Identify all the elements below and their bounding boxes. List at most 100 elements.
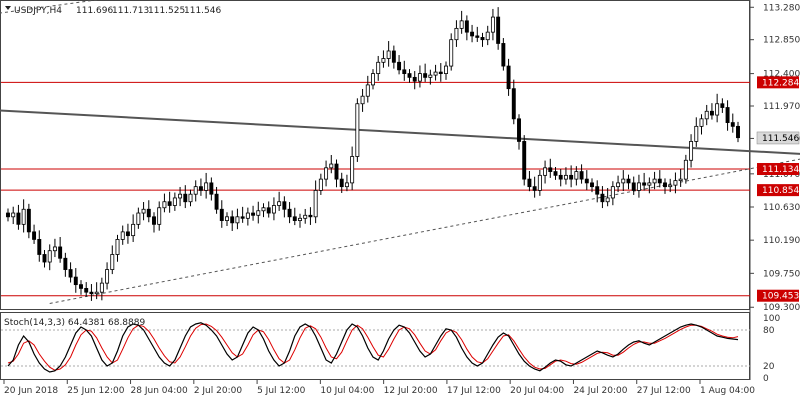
candle[interactable]: [334, 159, 339, 188]
candle[interactable]: [63, 252, 68, 277]
candle[interactable]: [136, 207, 141, 229]
candle[interactable]: [245, 207, 250, 226]
candle[interactable]: [214, 186, 219, 214]
candle[interactable]: [433, 64, 438, 81]
candle[interactable]: [454, 20, 459, 47]
candle[interactable]: [381, 50, 386, 68]
candle[interactable]: [188, 189, 193, 207]
candle[interactable]: [37, 230, 42, 262]
candle[interactable]: [339, 172, 344, 193]
candle[interactable]: [694, 117, 699, 147]
candle[interactable]: [350, 146, 355, 191]
candle[interactable]: [417, 65, 422, 88]
candle[interactable]: [412, 71, 417, 90]
candle[interactable]: [563, 167, 568, 185]
candle[interactable]: [558, 169, 563, 187]
candle[interactable]: [209, 177, 214, 201]
candle[interactable]: [642, 172, 647, 191]
candle[interactable]: [21, 199, 26, 233]
candle[interactable]: [292, 207, 297, 226]
candle[interactable]: [329, 155, 334, 174]
candle[interactable]: [626, 174, 631, 190]
candle[interactable]: [506, 58, 511, 96]
candle[interactable]: [621, 170, 626, 192]
candle[interactable]: [115, 234, 120, 262]
candle[interactable]: [131, 214, 136, 242]
candle[interactable]: [490, 8, 495, 41]
candle[interactable]: [271, 197, 276, 221]
candle[interactable]: [365, 75, 370, 103]
candle[interactable]: [198, 178, 203, 196]
candle[interactable]: [720, 98, 725, 113]
candle[interactable]: [230, 210, 235, 231]
candle[interactable]: [251, 205, 256, 221]
trendline[interactable]: [49, 155, 800, 304]
candle[interactable]: [167, 191, 172, 213]
candle[interactable]: [193, 180, 198, 202]
candle[interactable]: [32, 224, 37, 244]
candle[interactable]: [183, 185, 188, 209]
candle[interactable]: [678, 169, 683, 187]
candle[interactable]: [480, 32, 485, 47]
candle[interactable]: [605, 188, 610, 207]
candle[interactable]: [402, 60, 407, 81]
candle[interactable]: [652, 171, 657, 190]
candle[interactable]: [287, 202, 292, 224]
candle[interactable]: [699, 114, 704, 135]
candle[interactable]: [240, 206, 245, 223]
candle[interactable]: [313, 180, 318, 224]
candle[interactable]: [511, 79, 516, 125]
candle[interactable]: [496, 7, 501, 50]
candle[interactable]: [673, 172, 678, 194]
candle[interactable]: [11, 206, 16, 225]
candle[interactable]: [376, 55, 381, 81]
candle[interactable]: [470, 24, 475, 43]
candle[interactable]: [282, 196, 287, 218]
candle[interactable]: [256, 201, 261, 224]
candle[interactable]: [574, 166, 579, 186]
candle[interactable]: [99, 277, 104, 301]
candle[interactable]: [459, 10, 464, 34]
candle[interactable]: [501, 38, 506, 71]
candle[interactable]: [532, 176, 537, 198]
candle[interactable]: [407, 69, 412, 83]
candle[interactable]: [730, 113, 735, 133]
candle[interactable]: [146, 200, 151, 223]
candle[interactable]: [110, 245, 115, 275]
candle[interactable]: [298, 213, 302, 228]
candle[interactable]: [391, 45, 396, 69]
candle[interactable]: [162, 193, 167, 213]
candle[interactable]: [616, 175, 621, 193]
candle[interactable]: [725, 100, 730, 131]
candle[interactable]: [663, 178, 667, 194]
stochastic-panel[interactable]: [0, 312, 750, 380]
candle[interactable]: [584, 170, 589, 191]
candle[interactable]: [683, 154, 688, 184]
candle[interactable]: [172, 192, 177, 211]
candle[interactable]: [277, 191, 282, 211]
candle[interactable]: [423, 63, 428, 82]
candle[interactable]: [428, 69, 433, 85]
candle[interactable]: [84, 282, 89, 297]
candle[interactable]: [141, 202, 146, 221]
candle[interactable]: [543, 160, 548, 184]
candle[interactable]: [235, 208, 240, 230]
candle[interactable]: [704, 104, 709, 126]
candle[interactable]: [715, 93, 720, 123]
candle[interactable]: [68, 262, 73, 283]
candle[interactable]: [324, 160, 329, 187]
candle[interactable]: [657, 170, 662, 188]
candle[interactable]: [308, 207, 313, 225]
candle[interactable]: [522, 135, 527, 186]
candle[interactable]: [397, 55, 402, 75]
candle[interactable]: [42, 249, 47, 268]
candle[interactable]: [636, 174, 641, 198]
candle[interactable]: [579, 164, 584, 184]
candle[interactable]: [371, 69, 375, 90]
candle[interactable]: [6, 208, 10, 222]
candle[interactable]: [736, 121, 740, 143]
candle[interactable]: [537, 169, 542, 196]
candle[interactable]: [610, 181, 615, 206]
candle[interactable]: [668, 178, 673, 193]
